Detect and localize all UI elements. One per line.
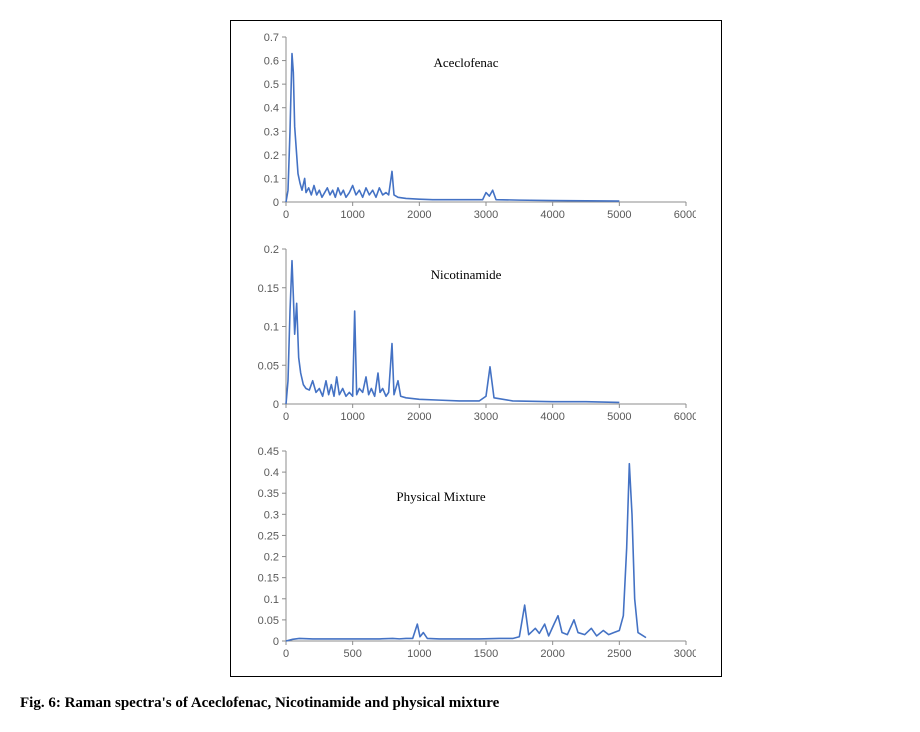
svg-text:0.45: 0.45 bbox=[258, 446, 279, 458]
svg-text:0.7: 0.7 bbox=[264, 32, 279, 44]
svg-text:3000: 3000 bbox=[674, 648, 696, 660]
svg-text:2500: 2500 bbox=[607, 648, 631, 660]
chart-nicotinamide: 0 0.05 0.1 0.15 0.2 0 1000 2000 3000 4000 5000 6000… bbox=[241, 239, 711, 429]
svg-text:2000: 2000 bbox=[407, 411, 431, 423]
svg-text:0.1: 0.1 bbox=[264, 322, 279, 334]
svg-text:0.2: 0.2 bbox=[264, 244, 279, 256]
svg-text:6000: 6000 bbox=[674, 209, 696, 221]
svg-text:3000: 3000 bbox=[474, 411, 498, 423]
svg-text:0.4: 0.4 bbox=[264, 467, 279, 479]
svg-text:0.25: 0.25 bbox=[258, 530, 279, 542]
svg-text:1000: 1000 bbox=[340, 209, 364, 221]
svg-text:0.05: 0.05 bbox=[258, 360, 279, 372]
svg-text:1000: 1000 bbox=[340, 411, 364, 423]
spectrum-svg-1: 0 0.05 0.1 0.15 0.2 0 1000 2000 3000 4000 5000 6000… bbox=[241, 239, 696, 429]
svg-text:0: 0 bbox=[283, 411, 289, 423]
svg-text:0: 0 bbox=[273, 636, 279, 648]
svg-text:1500: 1500 bbox=[474, 648, 498, 660]
figure-container: 0 0.1 0.2 0.3 0.4 0.5 0.6 0.7 0 1000 2000 3000 4000 5… bbox=[20, 20, 900, 712]
chart-physical-mixture: 0 0.05 0.1 0.15 0.2 0.25 0.3 0.35 0.4 0.45 0 500 100… bbox=[241, 441, 711, 666]
svg-text:5000: 5000 bbox=[607, 411, 631, 423]
svg-text:0.05: 0.05 bbox=[258, 615, 279, 627]
svg-text:0.2: 0.2 bbox=[264, 552, 279, 564]
svg-text:5000: 5000 bbox=[607, 209, 631, 221]
svg-text:0.1: 0.1 bbox=[264, 173, 279, 185]
svg-text:Aceclofenac: Aceclofenac bbox=[434, 55, 499, 70]
svg-text:0.3: 0.3 bbox=[264, 509, 279, 521]
svg-text:0: 0 bbox=[273, 399, 279, 411]
svg-text:0.4: 0.4 bbox=[264, 103, 279, 115]
figure-caption: Fig. 6: Raman spectra's of Aceclofenac, … bbox=[20, 695, 900, 712]
svg-text:0.5: 0.5 bbox=[264, 79, 279, 91]
svg-text:0: 0 bbox=[283, 648, 289, 660]
svg-text:2000: 2000 bbox=[407, 209, 431, 221]
svg-text:1000: 1000 bbox=[407, 648, 431, 660]
svg-text:0.15: 0.15 bbox=[258, 573, 279, 585]
svg-text:0.6: 0.6 bbox=[264, 56, 279, 68]
svg-text:Physical Mixture: Physical Mixture bbox=[396, 489, 485, 504]
spectrum-svg-0: 0 0.1 0.2 0.3 0.4 0.5 0.6 0.7 0 1000 2000 3000 4000 5… bbox=[241, 27, 696, 227]
svg-text:0: 0 bbox=[283, 209, 289, 221]
panel-box: 0 0.1 0.2 0.3 0.4 0.5 0.6 0.7 0 1000 2000 3000 4000 5… bbox=[230, 20, 722, 677]
svg-text:Nicotinamide: Nicotinamide bbox=[431, 267, 502, 282]
svg-text:0: 0 bbox=[273, 197, 279, 209]
svg-text:4000: 4000 bbox=[540, 411, 564, 423]
spectrum-svg-2: 0 0.05 0.1 0.15 0.2 0.25 0.3 0.35 0.4 0.45 0 500 100… bbox=[241, 441, 696, 666]
svg-text:0.2: 0.2 bbox=[264, 150, 279, 162]
svg-text:0.3: 0.3 bbox=[264, 126, 279, 138]
svg-text:4000: 4000 bbox=[540, 209, 564, 221]
svg-text:500: 500 bbox=[343, 648, 361, 660]
chart-aceclofenac: 0 0.1 0.2 0.3 0.4 0.5 0.6 0.7 0 1000 2000 3000 4000 5… bbox=[241, 27, 711, 227]
svg-text:0.35: 0.35 bbox=[258, 488, 279, 500]
svg-text:2000: 2000 bbox=[540, 648, 564, 660]
svg-text:6000: 6000 bbox=[674, 411, 696, 423]
svg-text:3000: 3000 bbox=[474, 209, 498, 221]
svg-text:0.15: 0.15 bbox=[258, 283, 279, 295]
svg-text:0.1: 0.1 bbox=[264, 594, 279, 606]
